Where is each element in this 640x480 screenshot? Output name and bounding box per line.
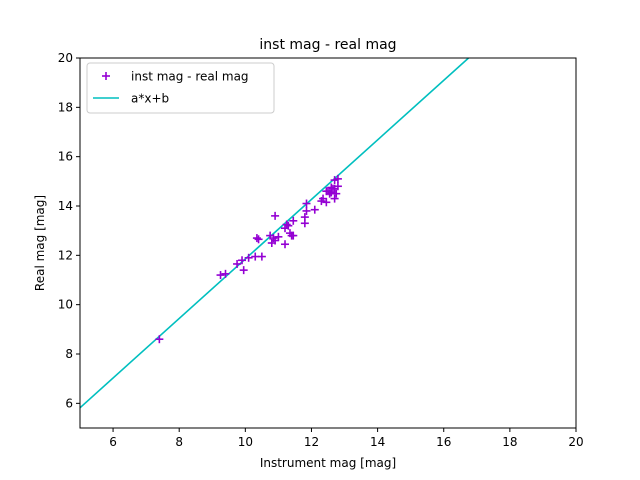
legend: inst mag - real mag a*x+b: [86, 62, 275, 114]
x-tick-label: 14: [370, 435, 385, 449]
y-tick-label: 16: [58, 150, 73, 164]
data-point: [289, 216, 298, 225]
data-point: [221, 269, 230, 278]
x-tick-label: 16: [436, 435, 451, 449]
y-tick-label: 20: [58, 51, 73, 65]
data-point: [252, 234, 261, 243]
legend-marker-scatter: [102, 72, 110, 80]
data-point: [281, 240, 290, 249]
data-point: [233, 259, 242, 268]
data-point: [302, 206, 311, 215]
data-point: [257, 252, 266, 261]
data-point: [332, 189, 341, 198]
data-point: [155, 335, 164, 344]
data-point: [284, 221, 293, 230]
data-point: [333, 182, 342, 191]
data-point: [322, 198, 331, 207]
x-tick-label: 10: [238, 435, 253, 449]
fit-line: [80, 58, 470, 409]
y-tick-label: 14: [58, 199, 73, 213]
data-point: [289, 231, 298, 240]
data-point: [300, 213, 309, 222]
data-point: [244, 253, 253, 262]
y-tick-label: 10: [58, 298, 73, 312]
data-point: [310, 205, 319, 214]
y-axis-ticks: 6 8 10 12 14 16 18 20: [58, 51, 80, 410]
data-point: [302, 199, 311, 208]
legend-label: inst mag - real mag: [131, 70, 249, 84]
data-point: [271, 211, 280, 220]
x-tick-label: 12: [304, 435, 319, 449]
x-tick-label: 8: [175, 435, 183, 449]
series-layer: [80, 58, 470, 409]
data-point: [282, 220, 291, 229]
data-point: [333, 174, 342, 183]
plot-frame: [79, 57, 577, 429]
y-tick-label: 8: [65, 347, 73, 361]
x-axis-ticks: 6 8 10 12 14 16 18 20: [109, 428, 584, 449]
y-tick-label: 18: [58, 100, 73, 114]
x-tick-label: 18: [502, 435, 517, 449]
data-point: [254, 235, 263, 244]
chart-title: inst mag - real mag: [259, 37, 396, 53]
data-point: [239, 266, 248, 275]
legend-label: a*x+b: [131, 92, 169, 106]
x-axis-label: Instrument mag [mag]: [260, 456, 396, 470]
data-point: [330, 194, 339, 203]
legend-box: [86, 62, 275, 114]
data-point: [216, 271, 225, 280]
data-point: [238, 256, 247, 265]
y-tick-label: 12: [58, 248, 73, 262]
y-tick-label: 6: [65, 396, 73, 410]
x-tick-label: 20: [568, 435, 583, 449]
data-point: [274, 232, 283, 241]
y-axis-label: Real mag [mag]: [33, 195, 47, 291]
x-tick-label: 6: [109, 435, 117, 449]
